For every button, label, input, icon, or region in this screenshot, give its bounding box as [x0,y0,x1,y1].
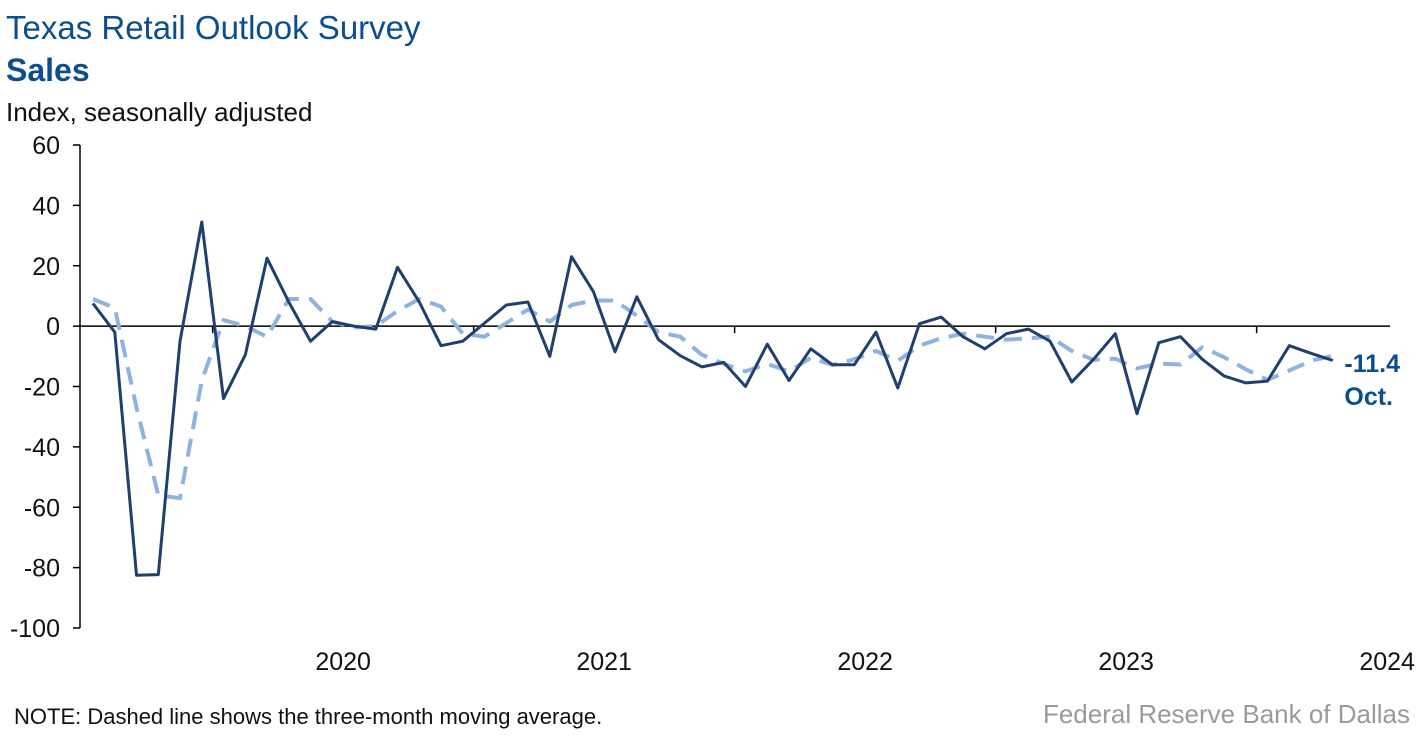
y-axis-unit-label: Index, seasonally adjusted [6,97,313,127]
x-tick-label: 2024 [1359,648,1415,676]
x-tick-label: 2022 [837,648,893,676]
chart-title: Texas Retail Outlook Survey [6,9,421,46]
series-lines [91,220,1334,577]
source-credit: Federal Reserve Bank of Dallas [1042,699,1410,729]
y-tick-label: 40 [32,192,60,220]
y-tick-label: -60 [24,494,60,522]
y-tick-label: -40 [24,434,60,462]
y-tick-label: -20 [24,374,60,402]
y-tick-label: 60 [32,132,60,160]
y-tick-label: -80 [24,555,60,583]
y-tick-labels: 60 40 20 0 -20 -40 -60 -80 -100 [10,132,60,643]
y-tick-label: 20 [32,253,60,281]
footnote: NOTE: Dashed line shows the three-month … [14,704,603,729]
x-tick-label: 2023 [1098,648,1154,676]
series-line-sales [91,220,1334,577]
end-month-label: Oct. [1344,383,1393,411]
x-tick-labels: 2020 2021 2022 2023 2024 [315,648,1415,676]
x-tick-label: 2020 [315,648,371,676]
y-tick-label: 0 [46,313,60,341]
axes [73,144,1390,629]
series-line-moving-average [92,297,1334,501]
x-tick-label: 2021 [576,648,632,676]
end-value-label: -11.4 [1344,350,1400,378]
y-tick-label: -100 [10,615,60,643]
chart-subtitle: Sales [6,52,90,88]
